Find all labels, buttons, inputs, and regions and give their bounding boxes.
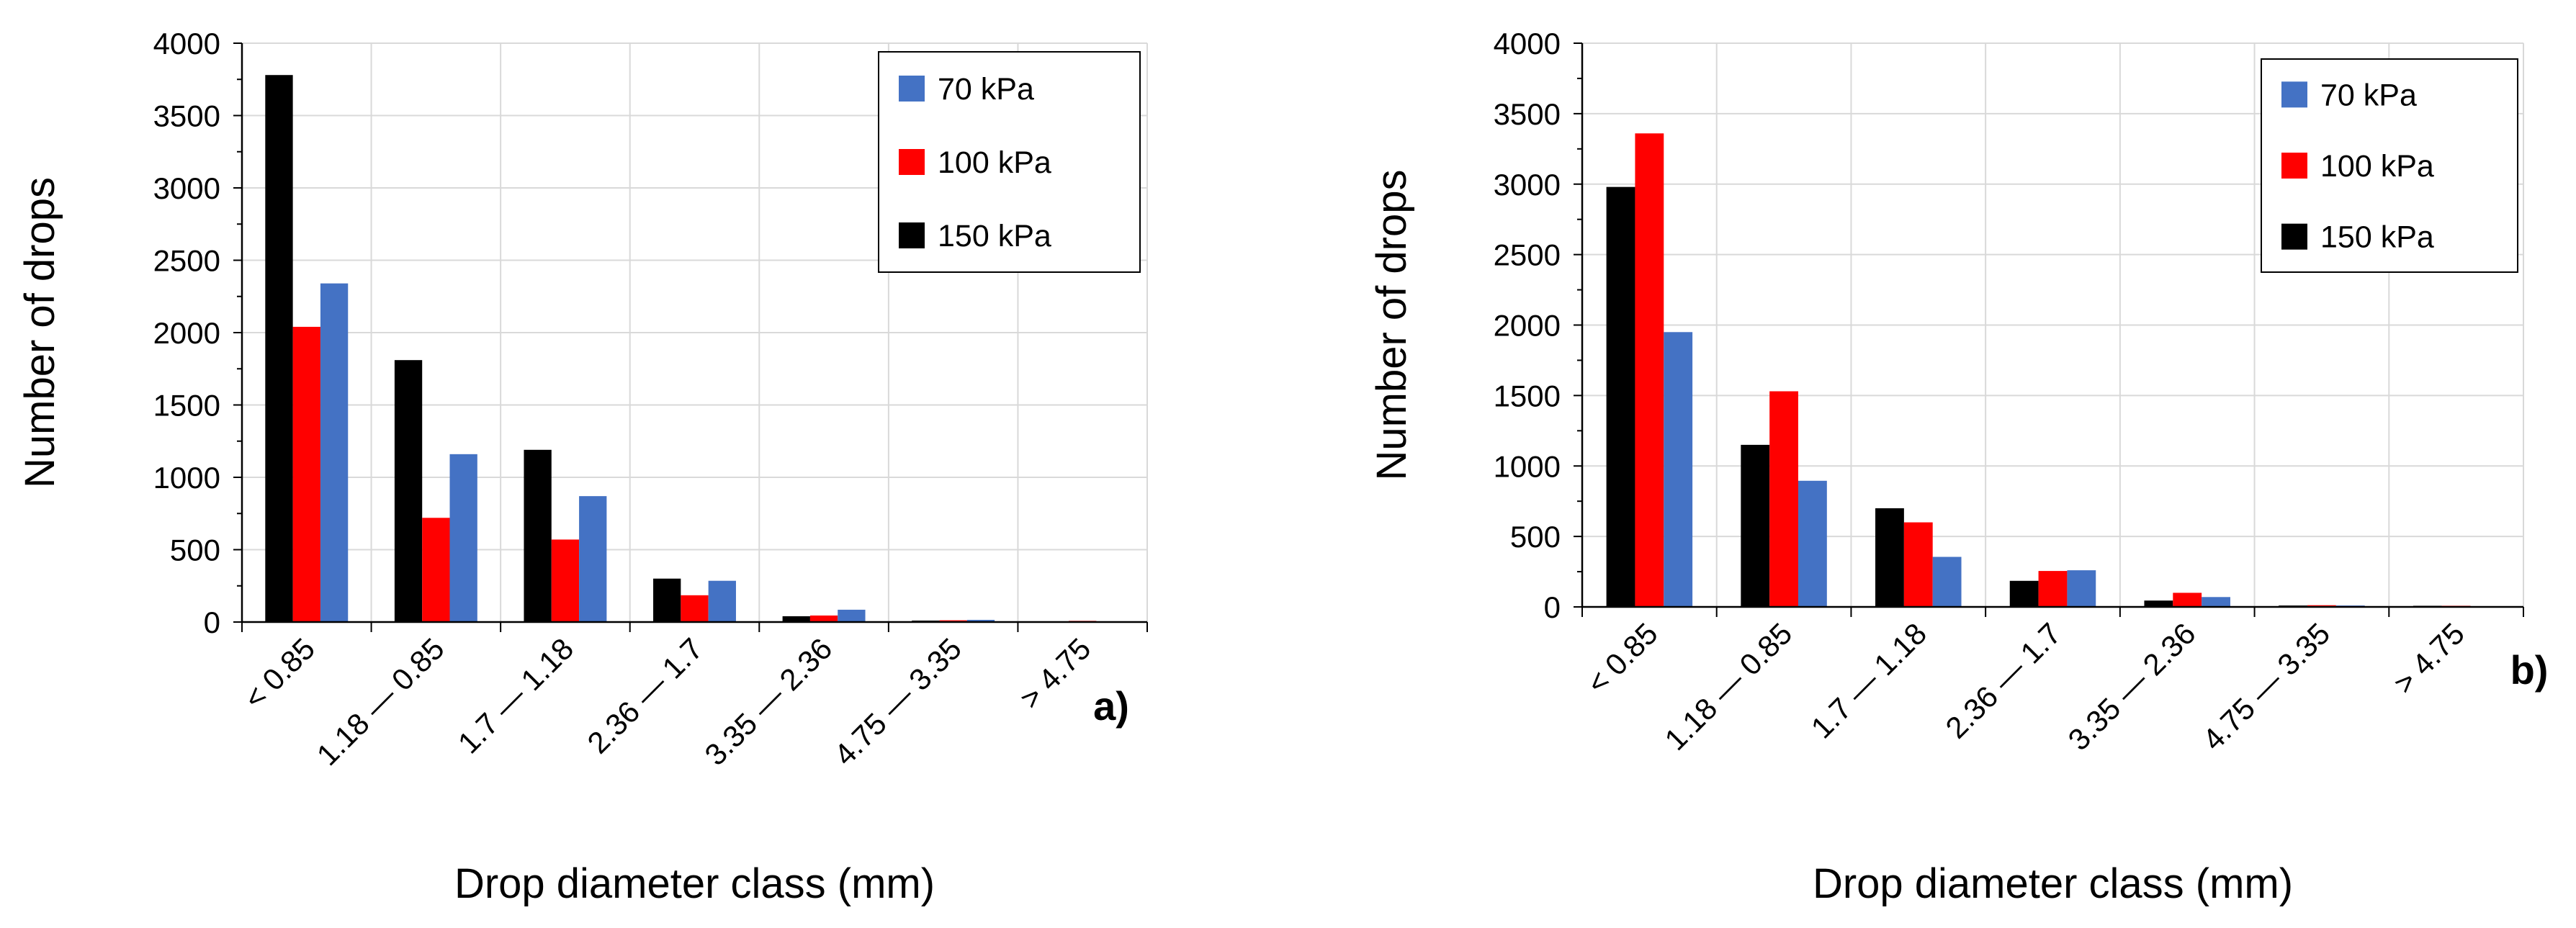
bar-100-kpa-3	[1903, 522, 1933, 607]
legend-swatch-100-kpa	[899, 149, 925, 175]
y-axis-label: Number of drops	[17, 177, 63, 488]
y-axis-label: Number of drops	[1368, 170, 1415, 481]
bar-70-kpa-3	[579, 496, 607, 622]
x-tick-label: 1.18 — 0.85	[1658, 616, 1798, 757]
bar-150-kpa-3	[1875, 508, 1904, 607]
y-tick-label: 2000	[1494, 309, 1561, 343]
x-tick-label: 2.36 — 1.7	[1939, 616, 2068, 745]
bar-70-kpa-6	[966, 619, 995, 622]
x-tick-label: 1.7 — 1.18	[452, 631, 580, 760]
x-tick-label: 1.18 — 0.85	[310, 631, 451, 772]
bar-100-kpa-4	[681, 595, 709, 622]
bar-100-kpa-1	[292, 326, 320, 622]
legend-label-150-kpa: 150 kPa	[938, 219, 1051, 253]
y-tick-label: 1500	[153, 389, 220, 423]
legend-label-70-kpa: 70 kPa	[2320, 78, 2417, 112]
y-tick-label: 500	[170, 533, 220, 567]
legend-label-100-kpa: 100 kPa	[2320, 149, 2434, 184]
x-tick-label: > 4.75	[1013, 631, 1098, 716]
panel-label: a)	[1093, 683, 1129, 729]
bar-100-kpa-2	[1769, 391, 1798, 607]
y-tick-label: 1000	[153, 461, 220, 495]
y-tick-label: 3500	[153, 99, 220, 133]
bar-100-kpa-5	[2173, 593, 2202, 607]
legend-swatch-70-kpa	[899, 76, 925, 102]
x-tick-label: 1.7 — 1.18	[1805, 616, 1934, 745]
bar-150-kpa-2	[394, 360, 423, 622]
bar-150-kpa-1	[1606, 186, 1635, 607]
bar-100-kpa-2	[422, 518, 450, 622]
y-tick-label: 3500	[1494, 97, 1561, 131]
y-tick-label: 2500	[1494, 238, 1561, 272]
bar-100-kpa-3	[551, 539, 580, 622]
bar-70-kpa-2	[1798, 480, 1827, 607]
panel-label: b)	[2510, 647, 2549, 693]
y-tick-label: 1500	[1494, 379, 1561, 413]
y-tick-label: 0	[1544, 590, 1561, 624]
x-tick-label: 4.75 — 3.35	[2196, 616, 2336, 757]
y-tick-label: 4000	[153, 27, 220, 60]
bar-70-kpa-4	[2067, 570, 2096, 607]
y-tick-label: 500	[1510, 520, 1561, 554]
bar-150-kpa-3	[524, 449, 552, 622]
bar-70-kpa-2	[449, 454, 477, 622]
y-tick-label: 2500	[153, 244, 220, 278]
y-tick-label: 0	[204, 605, 220, 639]
legend-label-150-kpa: 150 kPa	[2320, 220, 2434, 255]
x-tick-label: 4.75 — 3.35	[827, 631, 968, 772]
legend-swatch-150-kpa	[2281, 223, 2307, 250]
legend-swatch-100-kpa	[2281, 153, 2307, 179]
bar-70-kpa-4	[708, 580, 736, 622]
x-tick-label: < 0.85	[1580, 616, 1664, 700]
x-tick-label: < 0.85	[238, 631, 322, 716]
x-tick-label: 3.35 — 2.36	[698, 631, 838, 772]
bar-70-kpa-1	[320, 283, 349, 622]
bar-150-kpa-5	[782, 616, 810, 622]
x-axis-label: Drop diameter class (mm)	[1813, 860, 2293, 907]
legend-label-70-kpa: 70 kPa	[938, 72, 1034, 107]
bar-100-kpa-5	[809, 615, 838, 622]
bar-150-kpa-2	[1741, 444, 1770, 607]
bar-70-kpa-5	[2202, 597, 2230, 607]
x-tick-label: 3.35 — 2.36	[2062, 616, 2202, 757]
bar-150-kpa-4	[653, 578, 681, 622]
legend-swatch-150-kpa	[899, 222, 925, 248]
bar-100-kpa-4	[2038, 571, 2068, 607]
bar-70-kpa-1	[1664, 332, 1693, 607]
bar-150-kpa-5	[2144, 600, 2173, 607]
x-axis-label: Drop diameter class (mm)	[454, 860, 935, 907]
bar-150-kpa-1	[265, 75, 293, 623]
legend-label-100-kpa: 100 kPa	[938, 145, 1051, 180]
x-tick-label: > 4.75	[2387, 616, 2471, 700]
y-tick-label: 2000	[153, 316, 220, 350]
y-tick-label: 3000	[1494, 168, 1561, 202]
y-tick-label: 3000	[153, 171, 220, 205]
x-tick-label: 2.36 — 1.7	[580, 631, 709, 760]
y-tick-label: 1000	[1494, 449, 1561, 483]
y-tick-label: 4000	[1494, 27, 1561, 60]
bar-70-kpa-3	[1932, 557, 1962, 607]
bar-150-kpa-4	[2009, 580, 2039, 607]
bar-100-kpa-1	[1635, 133, 1664, 607]
legend-swatch-70-kpa	[2281, 81, 2307, 108]
bar-70-kpa-5	[838, 609, 866, 622]
